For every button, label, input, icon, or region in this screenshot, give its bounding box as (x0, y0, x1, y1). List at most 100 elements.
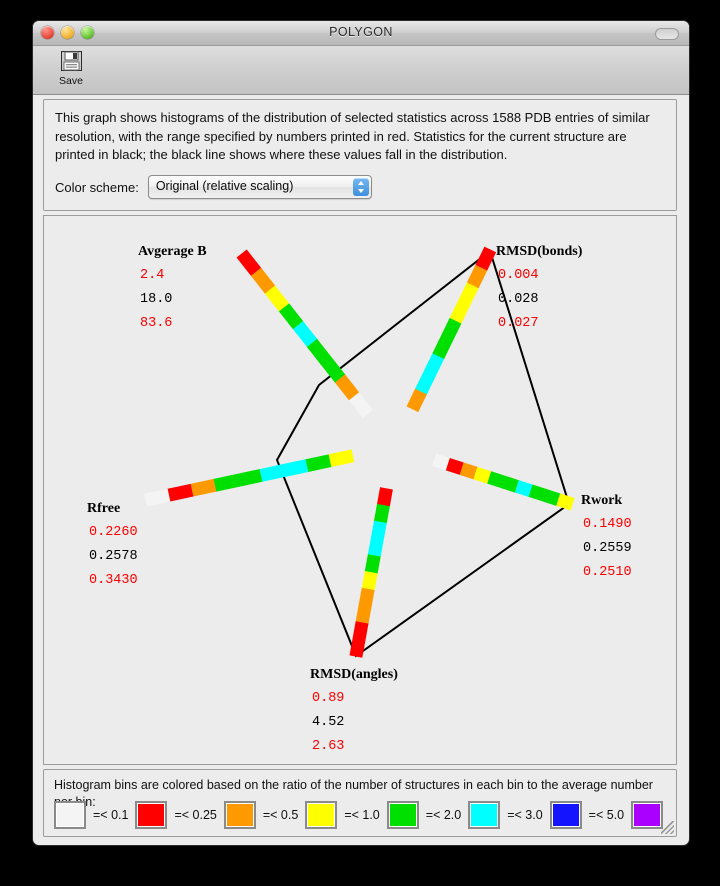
legend-swatch-label-3: =< 1.0 (344, 808, 380, 822)
floppy-disk-icon (47, 48, 95, 76)
legend-swatch-label-2: =< 0.5 (262, 808, 299, 822)
histogram-bin (406, 388, 428, 413)
axis-max-value: 0.027 (498, 316, 539, 331)
histogram-bin (466, 264, 488, 289)
histogram-bin (501, 475, 520, 493)
histogram-bin (441, 317, 462, 342)
save-button[interactable]: Save (47, 48, 95, 87)
description-text: This graph shows histograms of the distr… (55, 110, 650, 163)
histogram-bin (370, 520, 387, 541)
axis-title: RMSD(bonds) (496, 244, 583, 259)
histogram-bin (348, 391, 374, 419)
minimize-button-icon[interactable] (61, 26, 74, 39)
histogram-bin (361, 570, 378, 591)
histogram-bin (449, 299, 471, 324)
histogram-bin (459, 462, 478, 480)
axis-title: Avgerage B (138, 244, 207, 259)
legend-swatch-label-1: =< 0.25 (174, 808, 217, 822)
axis-min-value: 0.89 (312, 691, 344, 706)
color-scheme-row: Color scheme: Original (relative scaling… (55, 175, 372, 199)
axis-labels: Avgerage B 2.4 18.0 83.6 RMSD(bonds) 0.004 0.0… (87, 244, 632, 754)
axis-title: Rwork (581, 493, 622, 508)
axis-current-value: 0.028 (498, 292, 539, 307)
histogram-bin (213, 473, 240, 492)
legend-swatch-1 (135, 801, 168, 829)
axis-current-value: 0.2559 (583, 541, 632, 556)
histogram-bin (236, 249, 262, 276)
histogram-bin (190, 478, 217, 497)
window-title: POLYGON (329, 25, 393, 39)
histogram-bin (358, 587, 375, 608)
axis-max-value: 2.63 (312, 739, 344, 754)
axis-min-value: 0.004 (498, 268, 539, 283)
legend-swatch-label-4: =< 2.0 (425, 808, 462, 822)
color-scheme-label: Color scheme: (55, 179, 139, 195)
axis-min-value: 2.4 (140, 268, 164, 283)
histogram-bin (334, 373, 360, 401)
legend-swatch-0 (54, 801, 86, 829)
axis-bar-rmsd-bonds (406, 246, 497, 413)
polygon-graph-panel: Avgerage B 2.4 18.0 83.6 RMSD(bonds) 0.004 0.0… (43, 215, 677, 765)
polygon-value-line (275, 249, 571, 658)
histogram-bin (259, 464, 286, 482)
legend-swatch-6 (549, 801, 582, 829)
histogram-bin (320, 356, 346, 383)
legend-swatch-label-6: =< 5.0 (588, 808, 625, 822)
legend-swatch-2 (223, 801, 256, 829)
histogram-bin (327, 449, 355, 468)
histogram-bin (304, 454, 332, 473)
zoom-button-icon[interactable] (81, 26, 94, 39)
axis-min-value: 0.1490 (583, 517, 632, 532)
histogram-bin (423, 352, 445, 377)
axis-max-value: 83.6 (140, 316, 172, 331)
axis-max-value: 0.2510 (583, 565, 632, 580)
axis-title: RMSD(angles) (310, 667, 398, 682)
axis-max-value: 0.3430 (89, 573, 138, 588)
histogram-bin (458, 282, 479, 306)
value-polygon (275, 249, 571, 658)
legend-panel: Histogram bins are colored based on the … (43, 769, 677, 837)
histogram-bin (373, 503, 390, 524)
histogram-bin (250, 267, 276, 294)
legend-swatch-4 (386, 801, 419, 829)
axis-min-value: 0.2260 (89, 525, 138, 540)
histogram-bin (475, 246, 497, 271)
histogram-bin (432, 453, 451, 471)
resize-grip[interactable] (661, 821, 674, 834)
chevron-updown-icon[interactable] (352, 178, 369, 196)
window-titlebar[interactable]: POLYGON (33, 21, 689, 46)
toolbar-toggle-button[interactable] (655, 28, 679, 40)
histogram-bin (473, 466, 492, 484)
axis-current-value: 0.2578 (89, 549, 138, 564)
histogram-bin (367, 537, 384, 558)
histogram-bin (306, 338, 332, 365)
histogram-bin (415, 370, 436, 395)
color-scheme-value: Original (relative scaling) (155, 179, 294, 193)
axis-bar-rwork (432, 453, 575, 511)
close-button-icon[interactable] (41, 26, 54, 39)
histogram-bin (236, 469, 263, 487)
histogram-bin (487, 471, 506, 489)
polygon-window: POLYGON Save This graph shows histograms… (32, 20, 690, 846)
axis-current-value: 4.52 (312, 715, 344, 730)
histogram-bin (167, 483, 194, 502)
histogram-bin (355, 604, 372, 625)
histogram-bin (528, 484, 547, 502)
axis-current-value: 18.0 (140, 292, 172, 307)
histogram-bin (445, 458, 465, 476)
histogram-bin (376, 487, 393, 507)
histogram-bin (556, 493, 575, 511)
axis-bar-rfree (144, 449, 355, 507)
polygon-chart: Avgerage B 2.4 18.0 83.6 RMSD(bonds) 0.004 0.0… (87, 244, 632, 754)
histogram-bin (352, 621, 369, 641)
histogram-bin (514, 480, 534, 498)
legend-swatches: =< 0.1 =< 0.25 =< 0.5 =< 1.0 =< 2.0 =< 3.0 =< … (54, 801, 664, 829)
color-scheme-select[interactable]: Original (relative scaling) (147, 175, 372, 199)
axis-bar-avgerage-b (236, 249, 374, 419)
histogram-bin (292, 320, 318, 347)
legend-swatch-label-0: =< 0.1 (93, 808, 129, 822)
legend-swatch-5 (468, 801, 501, 829)
window-toolbar: Save (33, 46, 689, 95)
histogram-bin (278, 302, 304, 330)
axis-histogram-bars (144, 246, 575, 658)
